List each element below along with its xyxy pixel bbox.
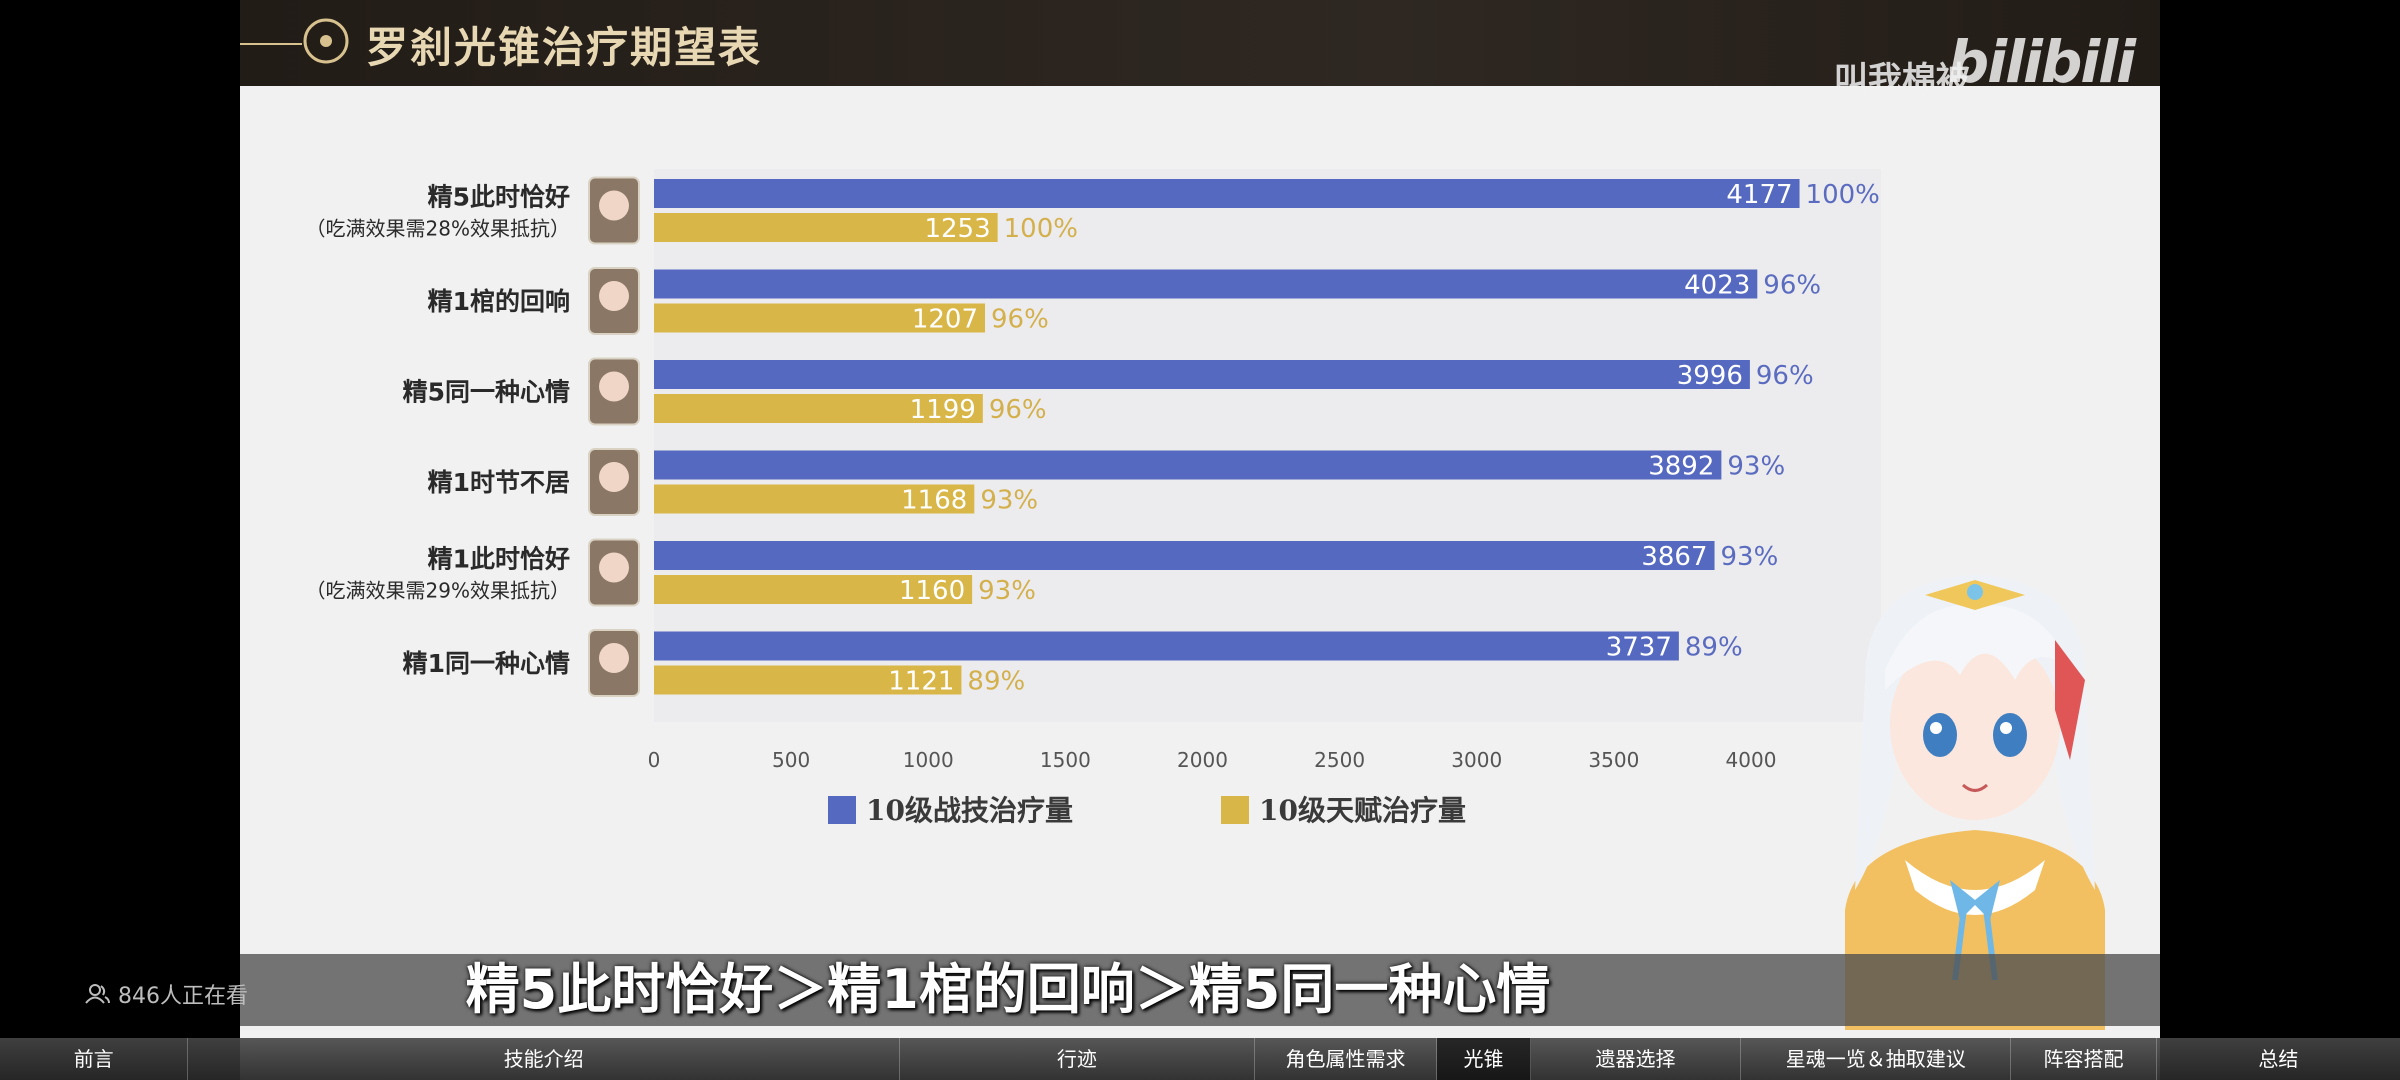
nav-item[interactable]: 光锥 bbox=[1437, 1038, 1531, 1080]
category-label: 精1同一种心情 bbox=[403, 649, 570, 678]
category-label: 精1时节不居 bbox=[428, 468, 570, 497]
nav-item[interactable]: 总结 bbox=[2258, 1047, 2299, 1071]
circle-emblem-icon bbox=[303, 18, 349, 64]
chart-title: 罗刹光锥治疗期望表 bbox=[366, 23, 763, 72]
heal-bar-chart: 精5此时恰好 （吃满效果需28%效果抵抗） 4177 100% 1253 100% 精1棺的… bbox=[306, 169, 1881, 827]
category-label: 精1此时恰好 bbox=[428, 545, 570, 574]
data-percent-label: 96% bbox=[1756, 361, 1814, 391]
bar bbox=[654, 631, 1679, 661]
x-tick-label: 2500 bbox=[1314, 748, 1365, 772]
category-label: 精5此时恰好 bbox=[428, 183, 570, 212]
subtitle-text: 精5此时恰好＞精1棺的回响＞精5同一种心情 bbox=[465, 958, 1551, 1021]
legend-label: 10级天赋治疗量 bbox=[1259, 794, 1466, 827]
nav-item[interactable]: 星魂一览＆抽取建议 bbox=[1741, 1038, 2012, 1080]
x-tick-label: 1500 bbox=[1040, 748, 1091, 772]
title-bar: 罗刹光锥治疗期望表 叫我棉被 bilibili bbox=[240, 0, 2160, 100]
data-percent-label: 96% bbox=[1763, 271, 1821, 301]
data-value-label: 3737 bbox=[1606, 633, 1672, 663]
category-label: 精1棺的回响 bbox=[428, 287, 570, 316]
character-face bbox=[599, 552, 629, 583]
data-percent-label: 100% bbox=[1806, 180, 1880, 210]
data-value-label: 4177 bbox=[1726, 180, 1792, 210]
chapter-nav-bar: 前言 技能介绍 行迹 角色属性需求 光锥 遗器选择 星魂一览＆抽取建议 阵容搭配 总结 bbox=[0, 1038, 2400, 1080]
legend-swatch bbox=[1221, 796, 1249, 824]
legend-label: 10级战技治疗量 bbox=[866, 794, 1073, 827]
x-tick-label: 500 bbox=[772, 748, 810, 772]
video-frame[interactable]: 罗刹光锥治疗期望表 叫我棉被 bilibili 精5此时恰好 （吃满效果需28%效… bbox=[240, 0, 2160, 1080]
x-tick-label: 4000 bbox=[1726, 748, 1777, 772]
x-tick-label: 0 bbox=[648, 748, 661, 772]
x-tick-label: 3500 bbox=[1588, 748, 1639, 772]
bar bbox=[654, 575, 973, 604]
character-face bbox=[599, 371, 629, 402]
character-face bbox=[599, 190, 629, 221]
category-sublabel: （吃满效果需28%效果抵抗） bbox=[306, 217, 570, 241]
data-percent-label: 89% bbox=[1685, 633, 1743, 663]
data-value-label: 1168 bbox=[901, 486, 967, 516]
bar bbox=[654, 213, 998, 242]
nav-item[interactable]: 遗器选择 bbox=[1531, 1038, 1742, 1080]
data-value-label: 1199 bbox=[910, 395, 976, 425]
data-value-label: 3892 bbox=[1648, 452, 1714, 482]
viewer-count: 846人正在看 bbox=[84, 978, 248, 1010]
nav-item[interactable]: 角色属性需求 bbox=[1255, 1038, 1438, 1080]
x-tick-label: 3000 bbox=[1451, 748, 1502, 772]
bar bbox=[654, 665, 962, 695]
data-percent-label: 93% bbox=[980, 486, 1038, 516]
bar bbox=[654, 179, 1800, 208]
data-percent-label: 96% bbox=[991, 305, 1049, 335]
data-value-label: 3867 bbox=[1641, 542, 1707, 572]
subtitle-band bbox=[240, 954, 2160, 1026]
bar bbox=[654, 394, 983, 423]
character-face bbox=[599, 462, 629, 492]
data-percent-label: 93% bbox=[1721, 542, 1779, 572]
x-tick-label: 2000 bbox=[1177, 748, 1228, 772]
bar bbox=[654, 269, 1758, 299]
data-value-label: 3996 bbox=[1677, 361, 1743, 391]
viewer-icon bbox=[85, 984, 110, 1004]
data-value-label: 4023 bbox=[1684, 271, 1750, 301]
bar bbox=[654, 484, 975, 514]
title-decor-line bbox=[240, 43, 302, 45]
nav-item[interactable]: 技能介绍 bbox=[188, 1038, 900, 1080]
bilibili-logo: bilibili bbox=[1947, 28, 2136, 96]
viewer-count-text: 846人正在看 bbox=[118, 984, 248, 1009]
category-sublabel: （吃满效果需29%效果抵抗） bbox=[306, 579, 570, 603]
uploader-watermark: 叫我棉被 bbox=[1834, 60, 1970, 100]
bar bbox=[654, 450, 1722, 480]
data-value-label: 1121 bbox=[888, 667, 954, 697]
data-value-label: 1160 bbox=[899, 576, 965, 606]
character-face bbox=[599, 281, 629, 311]
x-tick-label: 1000 bbox=[903, 748, 954, 772]
data-value-label: 1207 bbox=[912, 305, 978, 335]
character-face bbox=[599, 643, 629, 673]
data-percent-label: 93% bbox=[1727, 452, 1785, 482]
data-percent-label: 89% bbox=[967, 667, 1025, 697]
data-percent-label: 96% bbox=[989, 395, 1047, 425]
data-value-label: 1253 bbox=[924, 214, 990, 244]
bar bbox=[654, 303, 986, 333]
bar bbox=[654, 360, 1750, 389]
plot-area bbox=[654, 169, 1881, 722]
data-percent-label: 100% bbox=[1004, 214, 1078, 244]
nav-item[interactable]: 阵容搭配 bbox=[2011, 1038, 2157, 1080]
nav-item[interactable]: 行迹 bbox=[900, 1038, 1255, 1080]
nav-item[interactable]: 前言 bbox=[0, 1038, 189, 1080]
category-label: 精5同一种心情 bbox=[403, 378, 570, 407]
legend-swatch bbox=[828, 796, 856, 824]
bar bbox=[654, 541, 1715, 570]
data-percent-label: 93% bbox=[978, 576, 1036, 606]
